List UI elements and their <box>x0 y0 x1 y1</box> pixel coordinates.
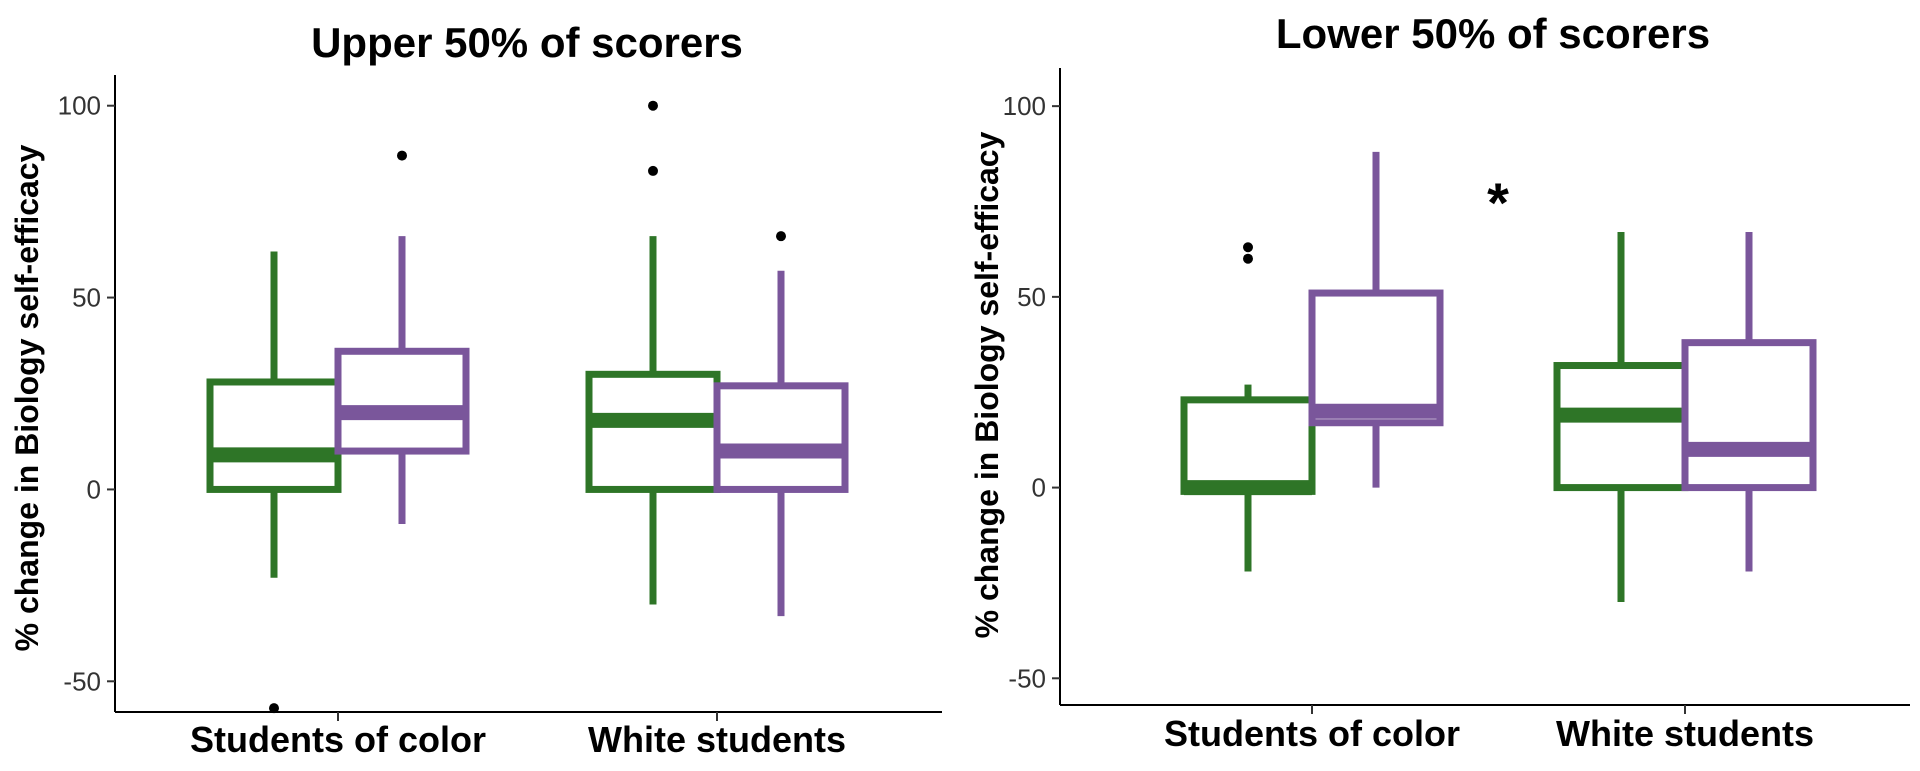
y-tick-label: 100 <box>58 91 101 121</box>
y-tick-label: 50 <box>72 283 101 313</box>
box-iqr <box>713 382 849 493</box>
box-iqr <box>1553 362 1689 492</box>
y-tick-label: 100 <box>1003 91 1046 121</box>
box-iqr <box>334 347 470 455</box>
chart-title: Lower 50% of scorers <box>1276 10 1710 57</box>
chart-title: Upper 50% of scorers <box>311 19 743 66</box>
x-tick-label: White students <box>1556 713 1814 754</box>
outlier-point <box>648 100 658 111</box>
box-plot <box>585 100 721 605</box>
box-plot <box>206 251 342 714</box>
y-tick-label: -50 <box>1008 663 1046 693</box>
box-plot <box>1180 242 1316 572</box>
x-tick-label: White students <box>588 719 846 760</box>
chart-lower-scorers: Lower 50% of scorers % change in Biology… <box>969 10 1910 754</box>
outlier-point <box>269 703 279 714</box>
y-tick-label: 50 <box>1017 282 1046 312</box>
x-tick-label: Students of color <box>190 719 486 760</box>
outlier-point <box>648 165 658 176</box>
box-plot <box>334 150 470 524</box>
y-tick-label: 0 <box>87 474 101 504</box>
plot-area: -50 0 50 100 <box>58 75 942 721</box>
significance-annotation: * <box>1487 171 1509 234</box>
y-tick-label: 0 <box>1032 473 1046 503</box>
box-iqr <box>1681 339 1817 492</box>
outlier-point <box>1243 253 1253 264</box>
box-iqr <box>1308 289 1444 427</box>
chart-upper-scorers: Upper 50% of scorers % change in Biology… <box>9 19 942 760</box>
box-plot <box>1553 232 1689 603</box>
outlier-point <box>776 231 786 242</box>
box-plot <box>1681 232 1817 572</box>
y-tick-label: -50 <box>63 666 101 696</box>
outlier-point <box>397 150 407 161</box>
box-plot <box>713 231 849 617</box>
box-plot <box>1308 151 1444 488</box>
y-axis-label: % change in Biology self-efficacy <box>969 131 1005 638</box>
outlier-point <box>1243 242 1253 253</box>
y-axis-label: % change in Biology self-efficacy <box>9 144 45 651</box>
plot-area: -50 0 50 100 <box>1003 68 1910 714</box>
x-tick-label: Students of color <box>1164 713 1460 754</box>
box-iqr <box>585 370 721 493</box>
box-iqr <box>1180 396 1316 495</box>
box-iqr <box>206 378 342 493</box>
